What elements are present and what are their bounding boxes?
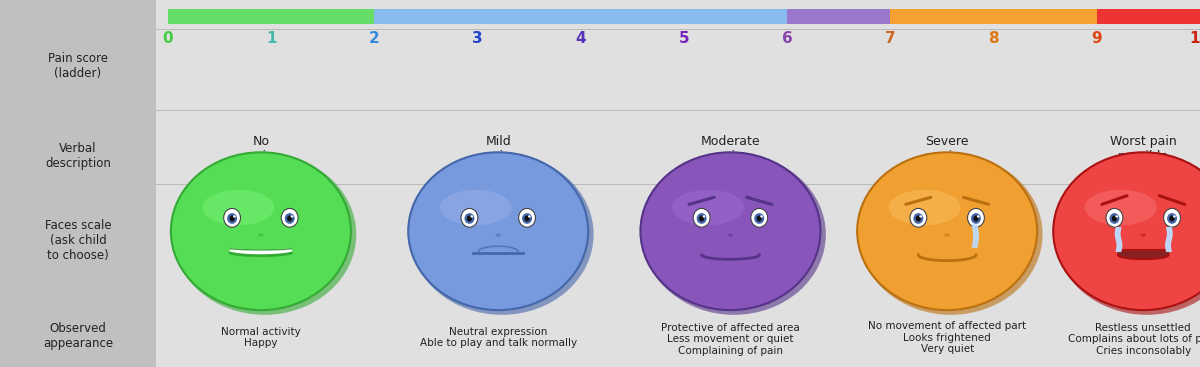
Ellipse shape xyxy=(1115,215,1118,218)
Ellipse shape xyxy=(672,190,744,225)
FancyBboxPatch shape xyxy=(787,9,890,24)
Ellipse shape xyxy=(258,233,264,237)
Ellipse shape xyxy=(910,208,926,227)
Ellipse shape xyxy=(522,213,532,224)
Text: 0: 0 xyxy=(163,31,173,46)
Ellipse shape xyxy=(170,152,350,310)
Text: 7: 7 xyxy=(886,31,895,46)
Ellipse shape xyxy=(919,215,922,218)
Ellipse shape xyxy=(760,215,763,218)
Text: Faces scale
(ask child
to choose): Faces scale (ask child to choose) xyxy=(44,219,112,262)
Ellipse shape xyxy=(1110,213,1120,224)
Text: Moderate
pain: Moderate pain xyxy=(701,135,761,163)
FancyBboxPatch shape xyxy=(168,9,374,24)
Ellipse shape xyxy=(1169,215,1175,222)
Text: No
pain: No pain xyxy=(247,135,275,163)
Text: Observed
appearance: Observed appearance xyxy=(43,322,113,350)
Ellipse shape xyxy=(1111,215,1117,222)
Text: 6: 6 xyxy=(782,31,792,46)
FancyBboxPatch shape xyxy=(374,9,787,24)
Ellipse shape xyxy=(971,213,980,224)
Ellipse shape xyxy=(528,215,530,218)
FancyBboxPatch shape xyxy=(1097,9,1200,24)
Ellipse shape xyxy=(461,208,478,227)
Text: Severe
pain: Severe pain xyxy=(925,135,968,163)
Ellipse shape xyxy=(1054,152,1200,310)
Ellipse shape xyxy=(857,152,1037,310)
Text: Pain score
(ladder): Pain score (ladder) xyxy=(48,52,108,80)
Ellipse shape xyxy=(467,215,472,222)
Ellipse shape xyxy=(641,152,821,310)
Ellipse shape xyxy=(173,154,356,315)
Ellipse shape xyxy=(287,215,293,222)
FancyBboxPatch shape xyxy=(890,9,1097,24)
Ellipse shape xyxy=(470,215,473,218)
Ellipse shape xyxy=(977,215,979,218)
Ellipse shape xyxy=(284,213,295,224)
FancyBboxPatch shape xyxy=(0,0,156,367)
Ellipse shape xyxy=(913,213,923,224)
Ellipse shape xyxy=(916,215,922,222)
Ellipse shape xyxy=(464,213,474,224)
Text: 8: 8 xyxy=(989,31,998,46)
Text: Worst pain
possible: Worst pain possible xyxy=(1110,135,1177,163)
Polygon shape xyxy=(230,249,292,256)
Ellipse shape xyxy=(697,213,707,224)
Ellipse shape xyxy=(290,215,293,218)
Ellipse shape xyxy=(233,215,235,218)
Ellipse shape xyxy=(1055,154,1200,315)
Text: Protective of affected area
Less movement or quiet
Complaining of pain: Protective of affected area Less movemen… xyxy=(661,323,800,356)
Ellipse shape xyxy=(1085,190,1157,225)
Ellipse shape xyxy=(227,213,238,224)
Polygon shape xyxy=(1118,250,1169,259)
Ellipse shape xyxy=(524,215,529,222)
Ellipse shape xyxy=(439,190,511,225)
Text: 1: 1 xyxy=(266,31,276,46)
Ellipse shape xyxy=(944,233,950,237)
Ellipse shape xyxy=(1140,233,1146,237)
Ellipse shape xyxy=(281,208,298,227)
Ellipse shape xyxy=(755,213,764,224)
Text: Neutral expression
Able to play and talk normally: Neutral expression Able to play and talk… xyxy=(420,327,577,348)
Text: No movement of affected part
Looks frightened
Very quiet: No movement of affected part Looks frigh… xyxy=(868,321,1026,354)
Ellipse shape xyxy=(1106,208,1123,227)
Ellipse shape xyxy=(223,208,240,227)
Ellipse shape xyxy=(1172,215,1176,218)
Text: Verbal
description: Verbal description xyxy=(46,142,110,170)
Text: 4: 4 xyxy=(576,31,586,46)
Ellipse shape xyxy=(642,154,826,315)
Ellipse shape xyxy=(408,152,588,310)
Ellipse shape xyxy=(229,215,235,222)
Ellipse shape xyxy=(859,154,1043,315)
Ellipse shape xyxy=(727,233,733,237)
Text: Normal activity
Happy: Normal activity Happy xyxy=(221,327,301,348)
Text: 5: 5 xyxy=(679,31,689,46)
Ellipse shape xyxy=(203,190,275,225)
Ellipse shape xyxy=(702,215,706,218)
Ellipse shape xyxy=(698,215,704,222)
Ellipse shape xyxy=(496,233,500,237)
Text: Mild
pain: Mild pain xyxy=(485,135,511,163)
Ellipse shape xyxy=(967,208,984,227)
Ellipse shape xyxy=(518,208,535,227)
Ellipse shape xyxy=(1164,208,1181,227)
Text: 2: 2 xyxy=(370,31,379,46)
Text: 3: 3 xyxy=(473,31,482,46)
Text: Restless unsettled
Complains about lots of pain
Cries inconsolably: Restless unsettled Complains about lots … xyxy=(1068,323,1200,356)
Ellipse shape xyxy=(1168,213,1177,224)
Ellipse shape xyxy=(751,208,768,227)
Ellipse shape xyxy=(889,190,961,225)
Text: 10: 10 xyxy=(1189,31,1200,46)
Ellipse shape xyxy=(973,215,979,222)
Ellipse shape xyxy=(694,208,710,227)
Ellipse shape xyxy=(410,154,594,315)
Text: 9: 9 xyxy=(1092,31,1102,46)
Ellipse shape xyxy=(756,215,762,222)
